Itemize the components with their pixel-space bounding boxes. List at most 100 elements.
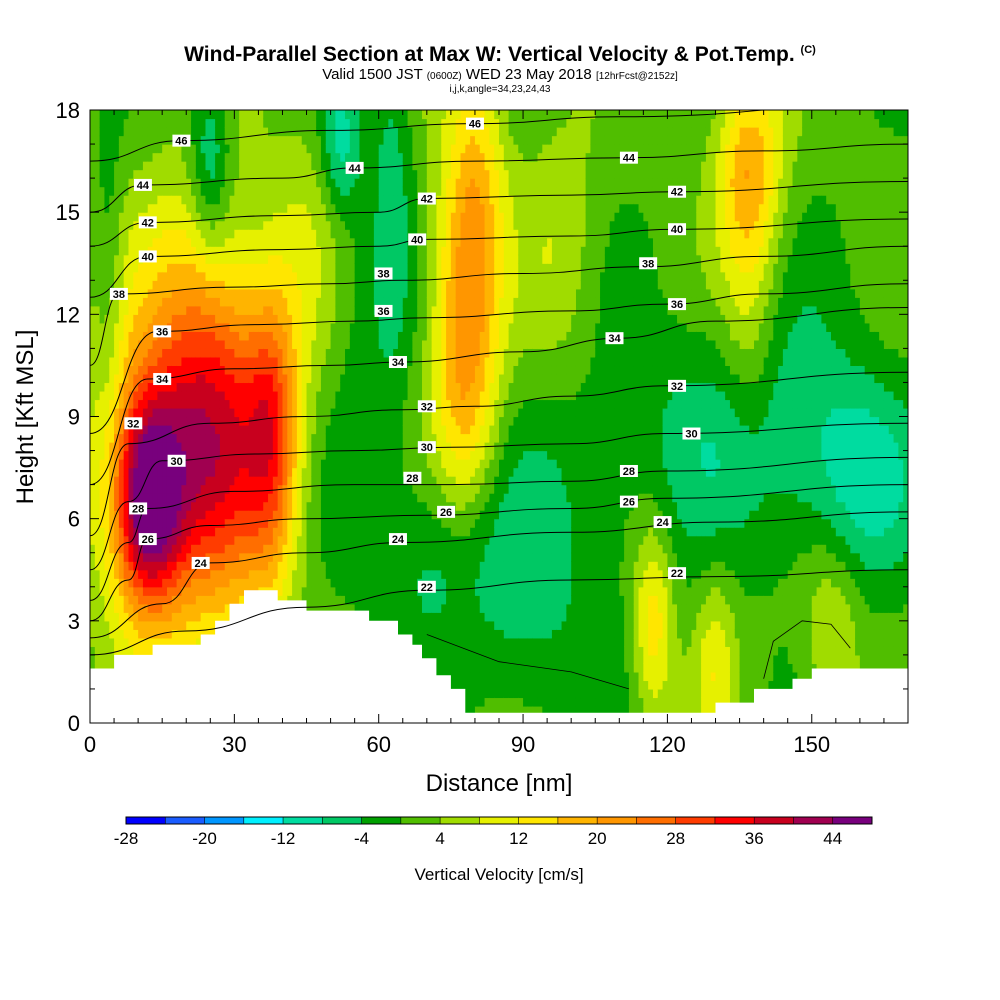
velocity-cell <box>306 603 312 613</box>
velocity-cell <box>200 212 207 222</box>
velocity-cell <box>354 425 361 435</box>
velocity-cell <box>205 510 211 520</box>
velocity-cell <box>325 510 332 520</box>
velocity-cell <box>243 373 250 384</box>
velocity-cell <box>292 322 298 332</box>
velocity-cell <box>306 518 312 528</box>
velocity-cell <box>345 144 351 154</box>
velocity-cell <box>335 603 341 613</box>
velocity-cell <box>316 271 322 281</box>
velocity-cell <box>90 467 96 477</box>
velocity-cell <box>296 518 303 528</box>
velocity-cell <box>118 169 125 179</box>
velocity-cell <box>412 399 418 409</box>
velocity-cell <box>306 110 312 120</box>
velocity-cell <box>114 195 120 205</box>
velocity-cell <box>402 484 409 494</box>
velocity-cell <box>128 110 134 120</box>
velocity-cell <box>162 382 168 392</box>
velocity-cell <box>99 637 106 647</box>
velocity-cell <box>292 382 298 392</box>
velocity-cell <box>224 603 231 613</box>
velocity-cell <box>157 220 163 230</box>
velocity-cell <box>210 331 216 341</box>
velocity-cell <box>373 390 380 401</box>
velocity-cell <box>340 314 346 324</box>
velocity-cell <box>90 569 96 579</box>
velocity-cell <box>94 152 101 162</box>
velocity-cell <box>147 425 154 435</box>
velocity-cell <box>359 322 365 332</box>
velocity-cell <box>243 135 250 145</box>
velocity-cell <box>258 390 264 401</box>
velocity-cell <box>364 569 370 579</box>
velocity-cell <box>147 331 154 341</box>
velocity-cell <box>417 407 423 418</box>
velocity-cell <box>272 127 279 137</box>
velocity-cell <box>407 544 413 554</box>
velocity-cell <box>330 152 336 162</box>
velocity-cell <box>191 433 197 443</box>
velocity-cell <box>412 612 418 622</box>
velocity-cell <box>373 518 380 528</box>
velocity-cell <box>335 433 341 443</box>
velocity-cell <box>234 578 240 588</box>
velocity-cell <box>142 161 149 171</box>
velocity-cell <box>354 271 361 281</box>
velocity-cell <box>306 254 312 264</box>
velocity-cell <box>191 416 197 426</box>
velocity-cell <box>383 297 389 307</box>
velocity-cell <box>383 552 389 562</box>
velocity-cell <box>99 620 106 630</box>
velocity-cell <box>248 305 255 315</box>
velocity-cell <box>94 578 101 588</box>
velocity-cell <box>340 322 346 332</box>
velocity-cell <box>325 331 332 341</box>
velocity-cell <box>417 110 423 120</box>
velocity-cell <box>263 356 269 367</box>
velocity-cell <box>296 569 303 579</box>
velocity-cell <box>306 442 312 452</box>
velocity-cell <box>109 110 115 120</box>
velocity-cell <box>248 484 255 494</box>
velocity-cell <box>109 646 115 656</box>
velocity-cell <box>234 373 240 384</box>
velocity-cell <box>123 331 130 341</box>
velocity-cell <box>364 322 370 332</box>
velocity-cell <box>166 442 173 452</box>
velocity-cell <box>393 425 399 435</box>
velocity-cell <box>128 118 134 128</box>
velocity-cell <box>287 322 293 332</box>
velocity-cell <box>147 459 154 469</box>
velocity-cell <box>239 280 245 290</box>
velocity-cell <box>99 646 106 656</box>
velocity-cell <box>272 527 279 537</box>
velocity-cell <box>422 595 428 605</box>
velocity-cell <box>229 578 235 588</box>
velocity-cell <box>325 169 332 179</box>
velocity-cell <box>195 493 202 503</box>
velocity-cell <box>219 399 226 409</box>
velocity-cell <box>219 331 226 341</box>
velocity-cell <box>373 425 380 435</box>
velocity-cell <box>253 356 260 367</box>
velocity-cell <box>272 510 279 520</box>
velocity-cell <box>239 578 245 588</box>
velocity-cell <box>123 390 130 401</box>
velocity-cell <box>282 510 288 520</box>
velocity-cell <box>292 246 298 256</box>
velocity-cell <box>128 373 134 384</box>
velocity-cell <box>200 433 207 443</box>
velocity-cell <box>224 288 231 298</box>
velocity-cell <box>181 373 187 384</box>
velocity-cell <box>301 110 308 120</box>
velocity-cell <box>272 561 279 571</box>
velocity-cell <box>239 493 245 503</box>
velocity-cell <box>268 425 274 435</box>
velocity-cell <box>224 135 231 145</box>
velocity-cell <box>268 297 274 307</box>
velocity-cell <box>133 433 139 443</box>
velocity-cell <box>407 195 413 205</box>
velocity-cell <box>345 450 351 460</box>
velocity-cell <box>118 314 125 324</box>
